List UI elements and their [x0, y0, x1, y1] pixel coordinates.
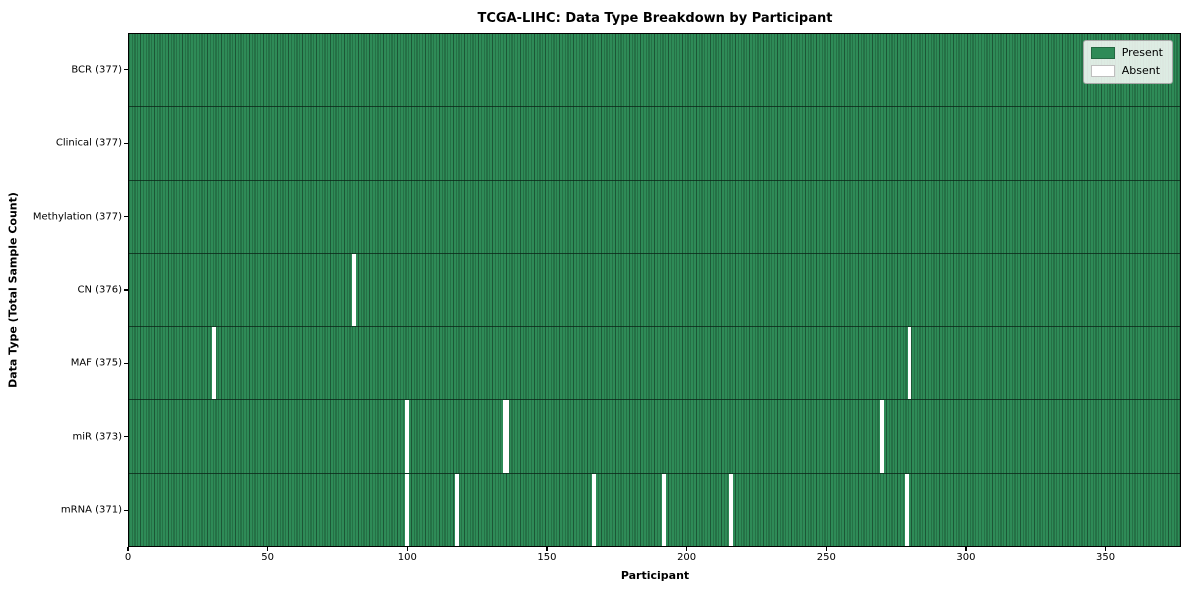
x-tick-label: 250 — [816, 552, 836, 563]
heatmap-row-Methylation — [129, 181, 1180, 254]
absent-marker — [502, 400, 507, 473]
absent-marker — [505, 400, 510, 473]
heatmap-row-BCR — [129, 34, 1180, 108]
y-tick-mark — [124, 436, 128, 438]
heatmap-row-Clinical — [129, 107, 1180, 181]
absent-marker — [905, 473, 909, 546]
x-tick-label: 200 — [677, 552, 697, 563]
heatmap-row-MAF — [129, 327, 1180, 401]
x-tick-mark — [406, 547, 408, 551]
y-tick-label: BCR (377) — [71, 64, 122, 76]
absent-marker — [662, 473, 666, 546]
x-tick-label: 300 — [956, 552, 976, 563]
legend-label: Present — [1121, 46, 1163, 59]
y-tick-mark — [124, 362, 128, 365]
x-tick-label: 350 — [1096, 552, 1116, 563]
y-tick-mark — [124, 509, 128, 511]
y-tick-label: Clinical (377) — [55, 137, 122, 149]
heatmap-row-miR — [129, 400, 1180, 474]
x-tick-label: 100 — [397, 552, 417, 563]
y-tick-mark — [124, 215, 128, 218]
chart-title: TCGA-LIHC: Data Type Breakdown by Partic… — [477, 11, 833, 26]
absent-marker — [405, 400, 409, 473]
x-tick-label: 0 — [124, 552, 132, 563]
absent-marker — [405, 473, 409, 546]
absent-marker — [592, 473, 596, 546]
x-tick-mark — [1104, 547, 1107, 551]
absent-marker — [455, 473, 459, 546]
legend-label: Absent — [1121, 64, 1161, 77]
legend-swatch-present — [1090, 47, 1115, 59]
x-tick-mark — [127, 547, 129, 551]
x-axis-label: Participant — [620, 569, 690, 582]
y-tick-label: miR (373) — [72, 431, 122, 443]
heatmap-rows — [129, 34, 1180, 546]
legend-item-absent: Absent — [1090, 64, 1163, 77]
plot-area: Present Absent — [128, 33, 1181, 547]
legend: Present Absent — [1082, 40, 1173, 84]
legend-swatch-absent — [1090, 65, 1115, 77]
y-tick-label: mRNA (371) — [60, 504, 122, 516]
y-axis-label: Data Type (Total Sample Count) — [6, 192, 20, 388]
absent-marker — [729, 473, 733, 546]
absent-marker — [212, 327, 216, 400]
y-tick-label: CN (376) — [77, 284, 122, 296]
x-tick-label: 50 — [261, 552, 275, 563]
x-tick-mark — [825, 547, 827, 551]
y-tick-mark — [124, 142, 128, 144]
heatmap-row-mRNA — [129, 473, 1180, 546]
x-tick-mark — [267, 547, 269, 551]
absent-marker — [352, 253, 356, 327]
absent-marker — [879, 400, 884, 473]
y-tick-label: MAF (375) — [70, 357, 122, 369]
x-tick-mark — [965, 547, 967, 551]
y-tick-mark — [124, 69, 128, 71]
x-tick-label: 150 — [537, 552, 557, 563]
absent-marker — [907, 327, 912, 400]
y-tick-mark — [124, 289, 128, 291]
heatmap-row-CN — [129, 253, 1180, 328]
x-tick-mark — [546, 547, 548, 551]
y-tick-label: Methylation (377) — [32, 211, 122, 223]
x-tick-mark — [686, 547, 688, 551]
legend-item-present: Present — [1090, 46, 1163, 59]
